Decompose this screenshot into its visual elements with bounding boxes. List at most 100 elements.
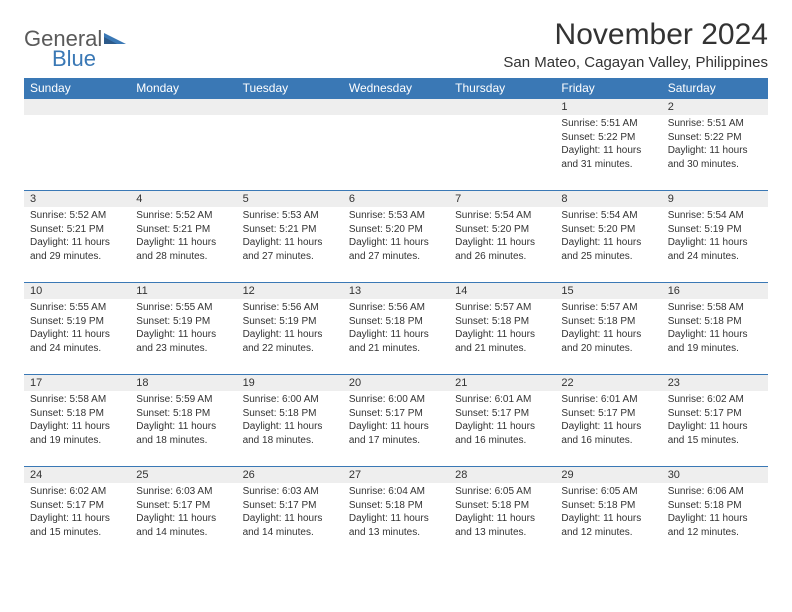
sunset-text: Sunset: 5:20 PM: [455, 223, 549, 237]
sunset-text: Sunset: 5:22 PM: [561, 131, 655, 145]
day-number: 7: [449, 191, 555, 207]
day-number: 11: [130, 283, 236, 299]
day-cell: 2 Sunrise: 5:51 AMSunset: 5:22 PMDaylight…: [662, 99, 768, 191]
day-number: [449, 99, 555, 115]
sunset-text: Sunset: 5:22 PM: [668, 131, 762, 145]
day-details: Sunrise: 6:01 AMSunset: 5:17 PMDaylight:…: [449, 391, 555, 451]
day-cell: 23Sunrise: 6:02 AMSunset: 5:17 PMDayligh…: [662, 375, 768, 467]
sunrise-text: Sunrise: 6:03 AM: [243, 485, 337, 499]
daylight-text: Daylight: 11 hours and 14 minutes.: [243, 512, 337, 539]
daylight-text: Daylight: 11 hours and 12 minutes.: [561, 512, 655, 539]
daylight-text: Daylight: 11 hours and 28 minutes.: [136, 236, 230, 263]
sunset-text: Sunset: 5:21 PM: [243, 223, 337, 237]
day-cell: 28Sunrise: 6:05 AMSunset: 5:18 PMDayligh…: [449, 467, 555, 559]
day-cell: 9Sunrise: 5:54 AMSunset: 5:19 PMDaylight…: [662, 191, 768, 283]
daylight-text: Daylight: 11 hours and 18 minutes.: [243, 420, 337, 447]
sunset-text: Sunset: 5:18 PM: [349, 499, 443, 513]
day-number: 24: [24, 467, 130, 483]
daylight-text: Daylight: 11 hours and 27 minutes.: [349, 236, 443, 263]
day-number: 5: [237, 191, 343, 207]
day-header-thu: Thursday: [449, 78, 555, 99]
day-details: Sunrise: 5:52 AMSunset: 5:21 PMDaylight:…: [130, 207, 236, 267]
sunrise-text: Sunrise: 5:58 AM: [30, 393, 124, 407]
day-header-wed: Wednesday: [343, 78, 449, 99]
daylight-text: Daylight: 11 hours and 21 minutes.: [349, 328, 443, 355]
day-details: Sunrise: 5:54 AMSunset: 5:20 PMDaylight:…: [555, 207, 661, 267]
day-cell: 5 Sunrise: 5:53 AMSunset: 5:21 PMDaylight…: [237, 191, 343, 283]
day-cell: 18Sunrise: 5:59 AMSunset: 5:18 PMDayligh…: [130, 375, 236, 467]
day-number: 14: [449, 283, 555, 299]
sunrise-text: Sunrise: 6:05 AM: [561, 485, 655, 499]
sunrise-text: Sunrise: 5:53 AM: [349, 209, 443, 223]
daylight-text: Daylight: 11 hours and 15 minutes.: [30, 512, 124, 539]
sunrise-text: Sunrise: 5:51 AM: [668, 117, 762, 131]
calendar-page: GeneralBlue November 2024 San Mateo, Cag…: [0, 0, 792, 559]
sunset-text: Sunset: 5:19 PM: [136, 315, 230, 329]
day-number: 22: [555, 375, 661, 391]
daylight-text: Daylight: 11 hours and 27 minutes.: [243, 236, 337, 263]
day-number: 12: [237, 283, 343, 299]
sunset-text: Sunset: 5:18 PM: [455, 315, 549, 329]
day-cell: [449, 99, 555, 191]
sunset-text: Sunset: 5:21 PM: [136, 223, 230, 237]
sunrise-text: Sunrise: 5:59 AM: [136, 393, 230, 407]
sunset-text: Sunset: 5:20 PM: [349, 223, 443, 237]
day-cell: 30Sunrise: 6:06 AMSunset: 5:18 PMDayligh…: [662, 467, 768, 559]
sunset-text: Sunset: 5:19 PM: [243, 315, 337, 329]
day-details: Sunrise: 5:56 AMSunset: 5:19 PMDaylight:…: [237, 299, 343, 359]
daylight-text: Daylight: 11 hours and 24 minutes.: [668, 236, 762, 263]
daylight-text: Daylight: 11 hours and 29 minutes.: [30, 236, 124, 263]
daylight-text: Daylight: 11 hours and 13 minutes.: [349, 512, 443, 539]
sunset-text: Sunset: 5:18 PM: [561, 315, 655, 329]
daylight-text: Daylight: 11 hours and 16 minutes.: [561, 420, 655, 447]
sunset-text: Sunset: 5:18 PM: [668, 499, 762, 513]
calendar-table: Sunday Monday Tuesday Wednesday Thursday…: [24, 78, 768, 559]
sunrise-text: Sunrise: 6:02 AM: [30, 485, 124, 499]
day-number: 25: [130, 467, 236, 483]
sunrise-text: Sunrise: 5:52 AM: [30, 209, 124, 223]
day-details: Sunrise: 5:51 AMSunset: 5:22 PMDaylight:…: [555, 115, 661, 175]
day-number: 20: [343, 375, 449, 391]
sunrise-text: Sunrise: 5:56 AM: [243, 301, 337, 315]
day-details: Sunrise: 5:55 AMSunset: 5:19 PMDaylight:…: [24, 299, 130, 359]
sunrise-text: Sunrise: 6:03 AM: [136, 485, 230, 499]
sunrise-text: Sunrise: 6:06 AM: [668, 485, 762, 499]
sunset-text: Sunset: 5:18 PM: [30, 407, 124, 421]
day-number: 2: [662, 99, 768, 115]
daylight-text: Daylight: 11 hours and 13 minutes.: [455, 512, 549, 539]
day-details: Sunrise: 6:06 AMSunset: 5:18 PMDaylight:…: [662, 483, 768, 543]
day-header-row: Sunday Monday Tuesday Wednesday Thursday…: [24, 78, 768, 99]
day-number: 28: [449, 467, 555, 483]
sunrise-text: Sunrise: 5:51 AM: [561, 117, 655, 131]
daylight-text: Daylight: 11 hours and 17 minutes.: [349, 420, 443, 447]
day-details: Sunrise: 5:54 AMSunset: 5:19 PMDaylight:…: [662, 207, 768, 267]
daylight-text: Daylight: 11 hours and 23 minutes.: [136, 328, 230, 355]
day-cell: [24, 99, 130, 191]
week-row: 24Sunrise: 6:02 AMSunset: 5:17 PMDayligh…: [24, 467, 768, 559]
daylight-text: Daylight: 11 hours and 30 minutes.: [668, 144, 762, 171]
sunset-text: Sunset: 5:19 PM: [30, 315, 124, 329]
daylight-text: Daylight: 11 hours and 21 minutes.: [455, 328, 549, 355]
sunset-text: Sunset: 5:18 PM: [561, 499, 655, 513]
day-details: Sunrise: 5:57 AMSunset: 5:18 PMDaylight:…: [555, 299, 661, 359]
day-cell: 16Sunrise: 5:58 AMSunset: 5:18 PMDayligh…: [662, 283, 768, 375]
sunrise-text: Sunrise: 6:05 AM: [455, 485, 549, 499]
day-cell: 27Sunrise: 6:04 AMSunset: 5:18 PMDayligh…: [343, 467, 449, 559]
day-number: [130, 99, 236, 115]
day-cell: 25Sunrise: 6:03 AMSunset: 5:17 PMDayligh…: [130, 467, 236, 559]
day-cell: 7Sunrise: 5:54 AMSunset: 5:20 PMDaylight…: [449, 191, 555, 283]
header-row: GeneralBlue November 2024 San Mateo, Cag…: [24, 18, 768, 72]
day-cell: 4Sunrise: 5:52 AMSunset: 5:21 PMDaylight…: [130, 191, 236, 283]
daylight-text: Daylight: 11 hours and 24 minutes.: [30, 328, 124, 355]
day-details: Sunrise: 6:04 AMSunset: 5:18 PMDaylight:…: [343, 483, 449, 543]
day-cell: 10Sunrise: 5:55 AMSunset: 5:19 PMDayligh…: [24, 283, 130, 375]
day-number: [343, 99, 449, 115]
sunset-text: Sunset: 5:17 PM: [668, 407, 762, 421]
day-details: Sunrise: 6:02 AMSunset: 5:17 PMDaylight:…: [662, 391, 768, 451]
day-cell: 20Sunrise: 6:00 AMSunset: 5:17 PMDayligh…: [343, 375, 449, 467]
day-number: 1: [555, 99, 661, 115]
day-cell: 22Sunrise: 6:01 AMSunset: 5:17 PMDayligh…: [555, 375, 661, 467]
sunrise-text: Sunrise: 5:53 AM: [243, 209, 337, 223]
day-header-sun: Sunday: [24, 78, 130, 99]
sunset-text: Sunset: 5:18 PM: [243, 407, 337, 421]
